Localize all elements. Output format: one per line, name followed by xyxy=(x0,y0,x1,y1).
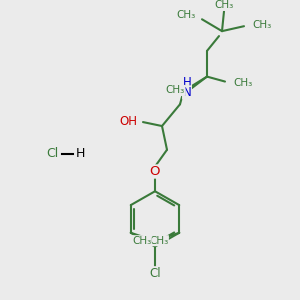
Text: H: H xyxy=(183,76,191,89)
Text: N: N xyxy=(183,86,191,99)
Text: O: O xyxy=(150,165,160,178)
Text: OH: OH xyxy=(119,115,137,128)
Text: CH₃: CH₃ xyxy=(166,85,185,95)
Text: Cl: Cl xyxy=(149,267,161,280)
Text: CH₃: CH₃ xyxy=(214,0,234,11)
Text: CH₃: CH₃ xyxy=(149,236,168,246)
Text: CH₃: CH₃ xyxy=(177,10,196,20)
Text: CH₃: CH₃ xyxy=(233,77,252,88)
Text: CH₃: CH₃ xyxy=(252,20,271,30)
Text: Cl: Cl xyxy=(46,147,58,160)
Text: CH₃: CH₃ xyxy=(132,236,151,246)
Text: H: H xyxy=(75,147,85,160)
